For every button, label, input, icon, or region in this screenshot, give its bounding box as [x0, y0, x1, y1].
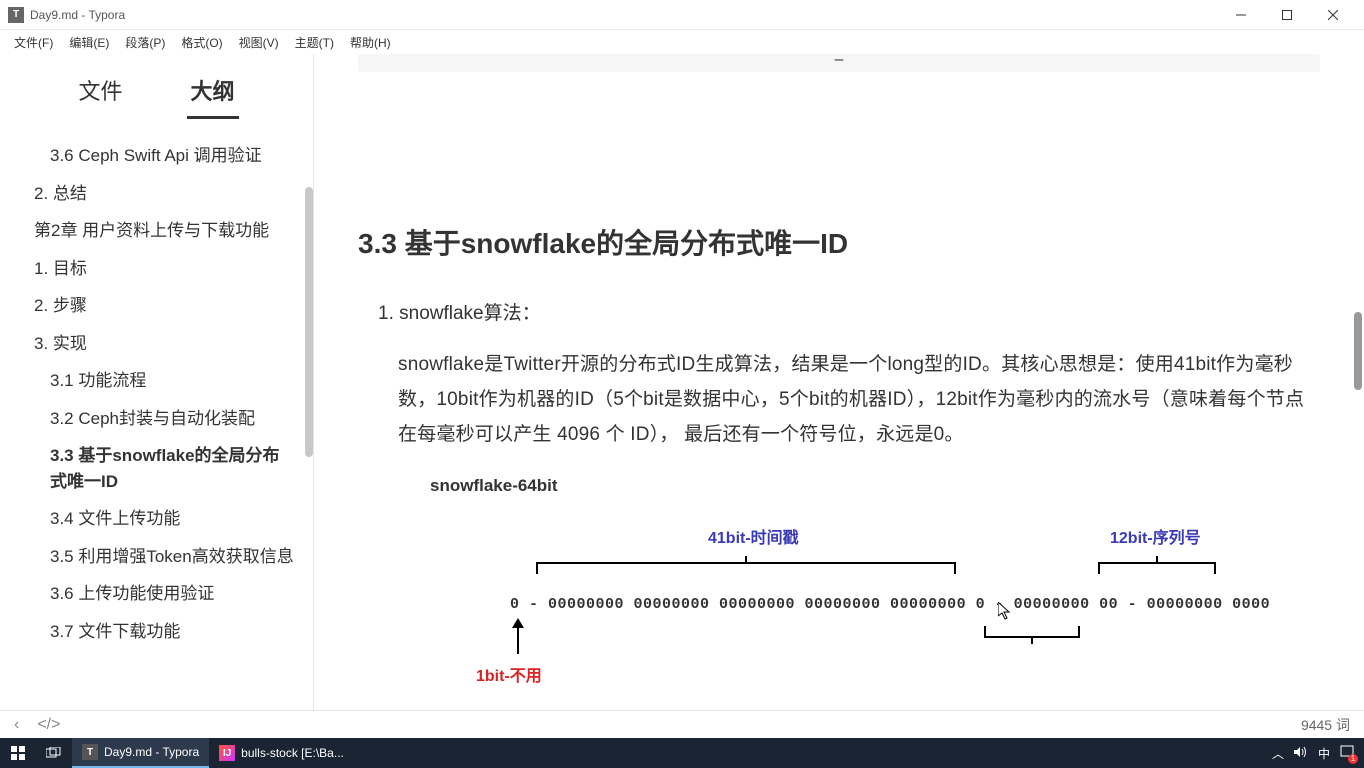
- taskbar: T Day9.md - Typora IJ bulls-stock [E:\Ba…: [0, 738, 1364, 768]
- menu-paragraph[interactable]: 段落(P): [117, 32, 173, 53]
- menu-format[interactable]: 格式(O): [173, 32, 230, 53]
- diagram-label-seq: 12bit-序列号: [1110, 524, 1201, 548]
- statusbar-nav: ‹ </>: [14, 716, 60, 734]
- tray-notifications-icon[interactable]: 1: [1340, 745, 1354, 762]
- taskbar-typora-label: Day9.md - Typora: [104, 745, 199, 759]
- sidebar-tab-outline[interactable]: 大纲: [187, 68, 239, 119]
- ordered-list-item: 1. snowflake算法：: [378, 298, 1320, 325]
- outline-item[interactable]: 第2章 用户资料上传与下载功能: [0, 212, 313, 250]
- taskbar-idea-label: bulls-stock [E:\Ba...: [241, 746, 344, 760]
- main-area: 文件 大纲 3.6 Ceph Swift Api 调用验证2. 总结第2章 用户…: [0, 54, 1364, 710]
- diagram-label-time: 41bit-时间戳: [708, 524, 799, 548]
- outline-item[interactable]: 3.3 基于snowflake的全局分布式唯一ID: [0, 437, 313, 500]
- content-scrollbar[interactable]: [1354, 312, 1362, 390]
- menu-edit[interactable]: 编辑(E): [61, 32, 117, 53]
- taskbar-idea[interactable]: IJ bulls-stock [E:\Ba...: [209, 738, 354, 768]
- outline-item[interactable]: 2. 步骤: [0, 287, 313, 325]
- menu-view[interactable]: 视图(V): [231, 32, 287, 53]
- outline-item[interactable]: 3.7 文件下载功能: [0, 613, 313, 651]
- system-tray: ︿ 中 1: [1272, 745, 1364, 762]
- window-controls: [1218, 0, 1356, 30]
- sidebar: 文件 大纲 3.6 Ceph Swift Api 调用验证2. 总结第2章 用户…: [0, 54, 314, 710]
- heading-3-3: 3.3 基于snowflake的全局分布式唯一ID: [358, 222, 1320, 262]
- tray-ime[interactable]: 中: [1318, 745, 1330, 762]
- outline-item[interactable]: 2. 总结: [0, 175, 313, 213]
- tray-volume-icon[interactable]: [1294, 746, 1308, 761]
- outline-list[interactable]: 3.6 Ceph Swift Api 调用验证2. 总结第2章 用户资料上传与下…: [0, 127, 313, 710]
- typora-icon: T: [82, 744, 98, 760]
- window-titlebar: T Day9.md - Typora: [0, 0, 1364, 30]
- outline-item[interactable]: 3.6 Ceph Swift Api 调用验证: [0, 137, 313, 175]
- outline-item[interactable]: 3. 实现: [0, 325, 313, 363]
- diagram-brace-seq: [1098, 562, 1216, 578]
- outline-item[interactable]: 3.5 利用增强Token高效获取信息: [0, 538, 313, 576]
- sidebar-tabs: 文件 大纲: [0, 54, 313, 127]
- window-title: Day9.md - Typora: [30, 8, 1218, 22]
- task-view-button[interactable]: [36, 738, 72, 768]
- snowflake-diagram: snowflake-64bit 41bit-时间戳 12bit-序列号 0 - …: [398, 476, 1320, 686]
- diagram-title: snowflake-64bit: [430, 476, 1320, 496]
- app-icon: T: [8, 7, 24, 23]
- close-button[interactable]: [1310, 0, 1356, 30]
- taskview-icon: [46, 745, 62, 761]
- diagram-brace-machine: [984, 622, 1080, 638]
- outline-item[interactable]: 3.4 文件上传功能: [0, 500, 313, 538]
- codeblock-fragment: –: [358, 54, 1320, 72]
- outline-item[interactable]: 3.2 Ceph封装与自动化装配: [0, 400, 313, 438]
- windows-icon: [10, 745, 26, 761]
- outline-item[interactable]: 3.1 功能流程: [0, 362, 313, 400]
- diagram-bits: 0 - 00000000 00000000 00000000 00000000 …: [510, 596, 1270, 613]
- start-button[interactable]: [0, 738, 36, 768]
- outline-item[interactable]: 3.6 上传功能使用验证: [0, 575, 313, 613]
- diagram-label-unused: 1bit-不用: [476, 662, 542, 686]
- paragraph-body: snowflake是Twitter开源的分布式ID生成算法，结果是一个long型…: [398, 347, 1310, 452]
- statusbar: ‹ </> 9445 词: [0, 710, 1364, 738]
- diagram-brace-time: [536, 562, 956, 578]
- word-count[interactable]: 9445 词: [1301, 715, 1350, 735]
- diagram-arrow-unused: [512, 618, 524, 654]
- intellij-icon: IJ: [219, 745, 235, 761]
- sidebar-tab-files[interactable]: 文件: [74, 68, 126, 119]
- outline-item[interactable]: 1. 目标: [0, 250, 313, 288]
- nav-source-icon[interactable]: </>: [37, 716, 60, 734]
- menu-help[interactable]: 帮助(H): [342, 32, 399, 53]
- taskbar-typora[interactable]: T Day9.md - Typora: [72, 738, 209, 768]
- menu-theme[interactable]: 主题(T): [287, 32, 342, 53]
- minimize-button[interactable]: [1218, 0, 1264, 30]
- menubar: 文件(F) 编辑(E) 段落(P) 格式(O) 视图(V) 主题(T) 帮助(H…: [0, 30, 1364, 54]
- sidebar-scrollbar[interactable]: [305, 187, 313, 457]
- maximize-button[interactable]: [1264, 0, 1310, 30]
- tray-chevron-icon[interactable]: ︿: [1272, 745, 1284, 762]
- editor-content[interactable]: – 3.3 基于snowflake的全局分布式唯一ID 1. snowflake…: [314, 54, 1364, 710]
- menu-file[interactable]: 文件(F): [6, 32, 61, 53]
- nav-back-icon[interactable]: ‹: [14, 716, 19, 734]
